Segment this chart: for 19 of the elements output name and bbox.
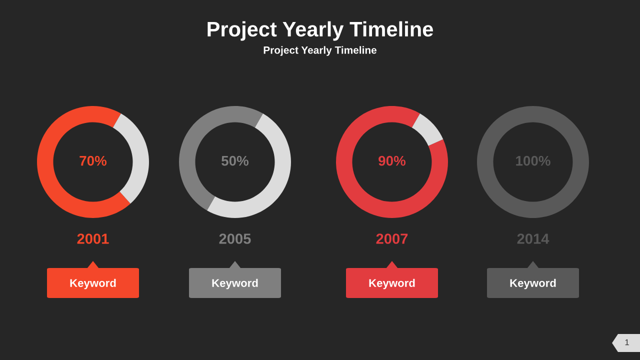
data-label: 70% (80, 156, 107, 166)
donut-slice (37, 106, 130, 218)
text: 2005 (219, 234, 251, 244)
text: Project Yearly Timeline (208, 21, 433, 41)
donut-slice (112, 114, 149, 204)
data-label: 90% (378, 156, 406, 166)
text: Keyword (510, 278, 556, 290)
data-label: 50% (222, 156, 249, 166)
text: 2007 (376, 234, 408, 244)
text: Keyword (70, 278, 116, 290)
text: Project Yearly Timeline (264, 46, 376, 56)
donut-slice (412, 114, 444, 146)
donut-slice (179, 106, 263, 210)
text: Keyword (212, 278, 258, 290)
donut-slice (336, 106, 448, 218)
text: Keyword (369, 278, 415, 290)
text: 2001 (77, 234, 109, 244)
text: 1 (625, 339, 629, 346)
donut-slice (207, 114, 291, 218)
